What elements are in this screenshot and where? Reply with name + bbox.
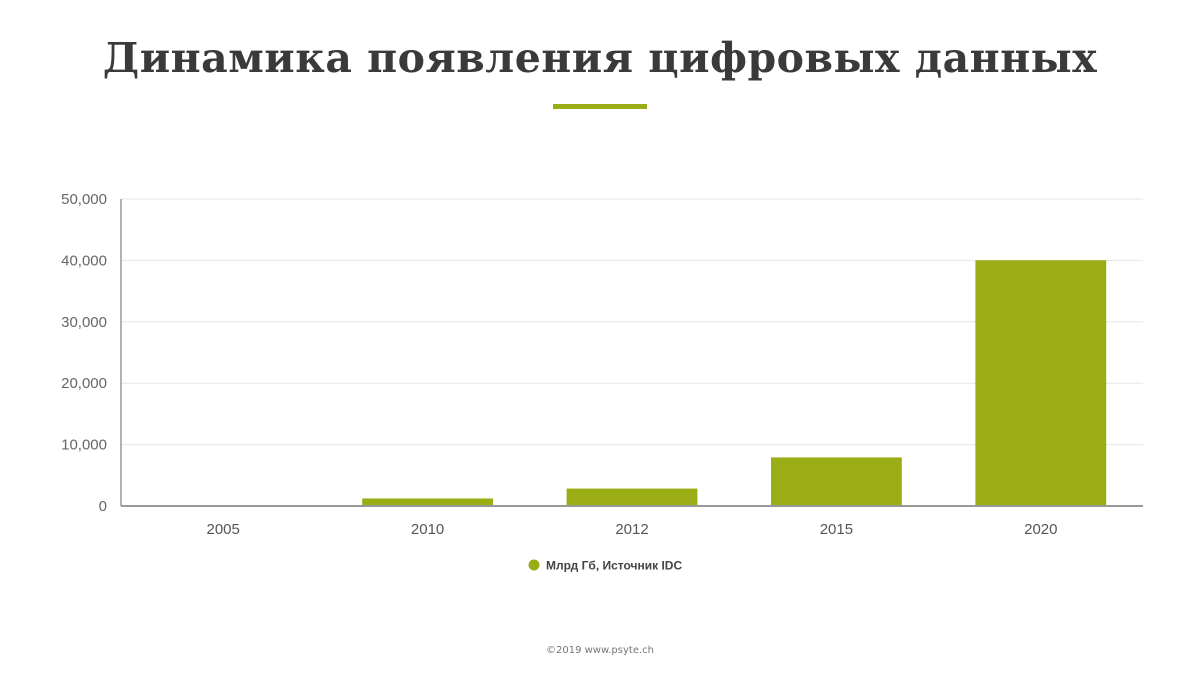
x-tick-label: 2020 [1024, 521, 1057, 538]
y-tick-label: 30,000 [61, 314, 107, 331]
axes [120, 199, 1143, 507]
y-tick-label: 40,000 [61, 252, 107, 269]
legend-marker [528, 559, 540, 571]
y-tick-label: 10,000 [61, 437, 107, 454]
footer-credit: ©2019 www.psyte.ch [546, 645, 654, 656]
y-tick-label: 50,000 [61, 191, 107, 208]
x-tick-label: 2005 [207, 521, 240, 538]
bar [362, 498, 494, 506]
legend: Млрд Гб, Источник IDC [528, 559, 682, 573]
bars [157, 260, 1107, 507]
x-tick-label: 2012 [615, 521, 648, 538]
x-tick-label: 2010 [411, 521, 444, 538]
bar [770, 457, 902, 506]
bar [566, 488, 698, 506]
legend-label: Млрд Гб, Источник IDC [546, 559, 682, 573]
x-axis-ticks: 2005 2010 2012 2015 2020 [207, 521, 1058, 538]
y-tick-label: 20,000 [61, 375, 107, 392]
page-title: Динамика появления цифровых данных [102, 34, 1098, 82]
y-tick-label: 0 [99, 498, 107, 515]
x-tick-label: 2015 [820, 521, 853, 538]
title-underline [553, 104, 647, 109]
bar [975, 260, 1107, 506]
grid-lines [121, 198, 1143, 446]
y-axis-ticks: 0 10,000 20,000 30,000 40,000 50,000 [61, 191, 107, 515]
